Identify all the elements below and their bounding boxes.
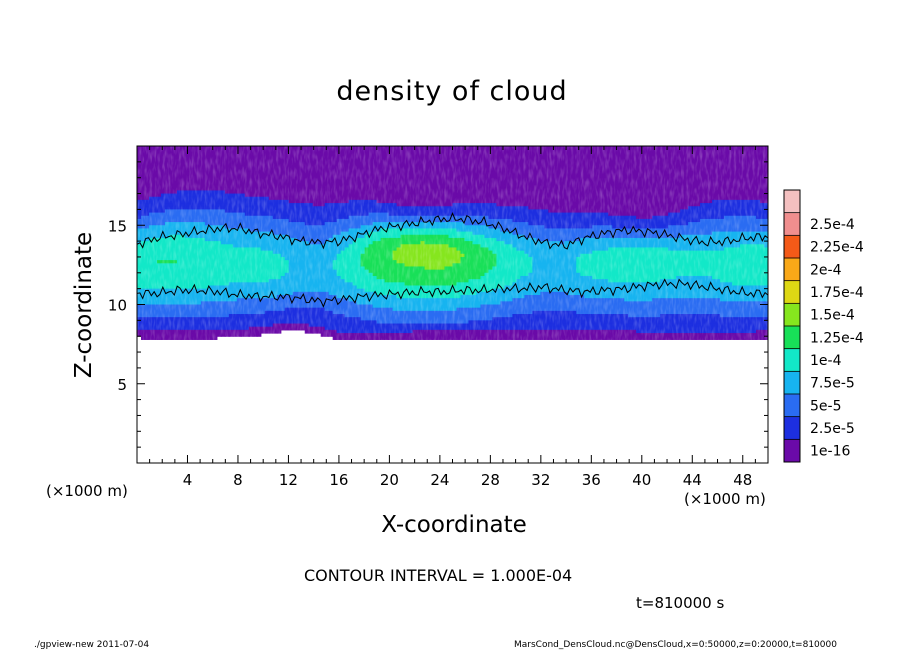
contour-interval-label: CONTOUR INTERVAL = 1.000E-04 bbox=[304, 566, 573, 585]
plot-area bbox=[137, 146, 768, 463]
chart-title: density of cloud bbox=[336, 76, 568, 107]
footer-left: ./gpview-new 2011-07-04 bbox=[34, 640, 150, 650]
x-unit-label-right: (×1000 m) bbox=[684, 490, 766, 508]
time-label: t=810000 s bbox=[636, 594, 725, 612]
x-axis-label: X-coordinate bbox=[381, 512, 527, 538]
x-unit-label-left: (×1000 m) bbox=[46, 482, 128, 500]
footer-right: MarsCond_DensCloud.nc@DensCloud,x=0:5000… bbox=[514, 640, 837, 650]
